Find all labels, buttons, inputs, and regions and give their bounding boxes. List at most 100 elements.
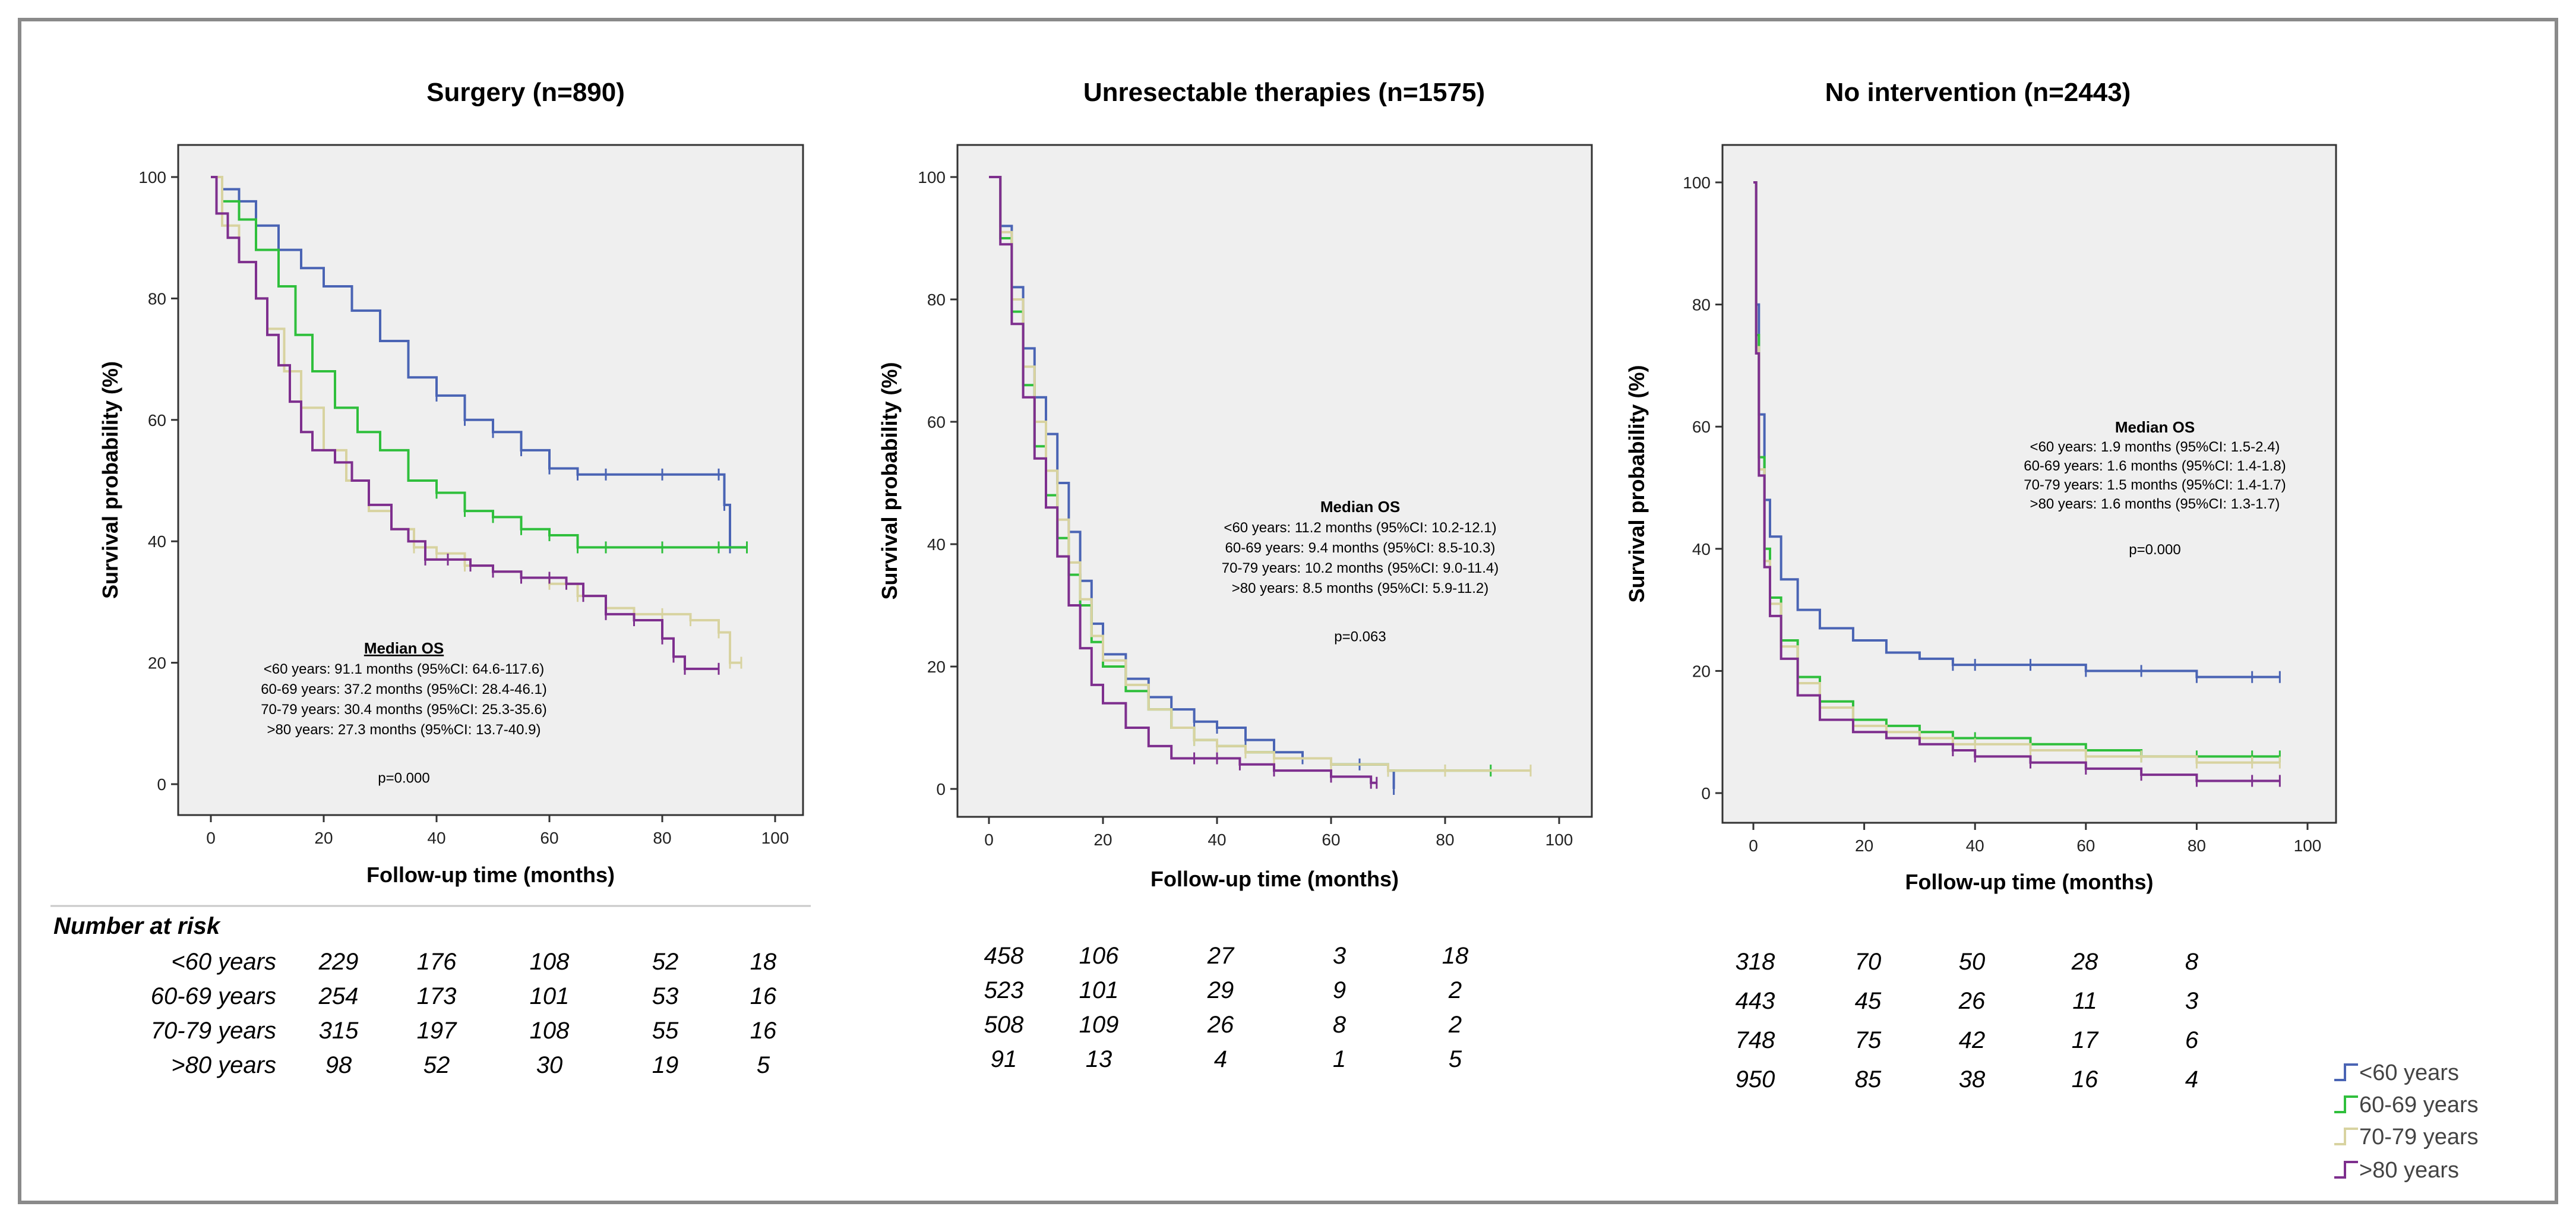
risk-value: 75 — [1855, 1027, 1882, 1053]
survival-curve-line — [989, 176, 1377, 784]
y-tick-label: 100 — [1683, 173, 1711, 192]
y-tick-label: 40 — [927, 535, 946, 554]
x-tick-label: 80 — [1436, 831, 1454, 849]
risk-value: 55 — [652, 1018, 679, 1044]
legend-label-4: >80 years — [2359, 1158, 2459, 1183]
x-axis-label: Follow-up time (months) — [1150, 867, 1399, 891]
risk-value: 18 — [750, 949, 777, 975]
chart-title: No intervention (n=2443) — [1825, 78, 2131, 107]
x-tick-label: 60 — [1322, 831, 1340, 849]
median-os-line: 70-79 years: 1.5 months (95%CI: 1.4-1.7) — [2024, 477, 2286, 493]
x-tick-label: 20 — [1093, 831, 1112, 849]
plot-area — [956, 144, 1593, 818]
y-tick-label: 20 — [1692, 662, 1711, 680]
risk-value: 3 — [2185, 988, 2198, 1014]
risk-value: 3 — [1333, 943, 1346, 969]
risk-value: 8 — [1333, 1012, 1347, 1038]
risk-value: 19 — [652, 1052, 679, 1078]
risk-value: 1 — [1333, 1046, 1346, 1072]
y-tick-label: 20 — [927, 658, 946, 676]
risk-value: 16 — [750, 1018, 777, 1044]
p-value: p=0.063 — [1334, 629, 1386, 645]
x-tick-label: 100 — [2294, 836, 2322, 855]
risk-value: 42 — [1959, 1027, 1986, 1053]
p-value: p=0.000 — [378, 771, 429, 787]
median-os-line: <60 years: 1.9 months (95%CI: 1.5-2.4) — [2030, 439, 2280, 455]
y-axis-label: Survival probability (%) — [98, 361, 122, 599]
risk-value: 5 — [1449, 1046, 1462, 1072]
risk-value: 173 — [417, 983, 457, 1009]
series-70-79 years — [989, 176, 1532, 777]
y-tick-label: 0 — [1701, 784, 1711, 803]
risk-value: 4 — [1214, 1046, 1227, 1072]
risk-value: 458 — [984, 943, 1024, 969]
legend-label-2: 60-69 years — [2359, 1092, 2479, 1117]
risk-value: 52 — [652, 949, 679, 975]
risk-value: 109 — [1079, 1012, 1119, 1038]
y-tick-label: 40 — [1692, 540, 1711, 558]
risk-value: 27 — [1207, 943, 1235, 969]
x-tick-label: 100 — [1545, 831, 1573, 849]
x-tick-label: 0 — [984, 831, 994, 849]
risk-value: 318 — [1736, 949, 1775, 975]
risk-table-panel-3: 318 70 50 28 8 443 45 26 11 3 748 75 42 17 6 950 85 38 16 4 — [1736, 949, 2199, 1092]
x-tick-label: 20 — [314, 829, 333, 847]
chart-panel-1: Surgery (n=890) Survival probability (%) F… — [98, 78, 804, 1078]
risk-value: 53 — [652, 983, 679, 1009]
y-tick-label: 60 — [1692, 418, 1711, 436]
chart-title: Surgery (n=890) — [426, 78, 625, 107]
risk-table-panel-2: 458 106 27 3 18 523 101 29 9 2 508 109 26 8 2 91 13 4 1 5 — [984, 943, 1469, 1072]
risk-group-label: <60 years — [171, 949, 276, 975]
y-tick-label: 20 — [148, 654, 166, 672]
x-tick-label: 0 — [1749, 836, 1758, 855]
x-axis-label: Follow-up time (months) — [1905, 870, 2154, 894]
survival-curve-line — [211, 176, 719, 670]
y-tick-label: 40 — [148, 532, 166, 551]
risk-value: 26 — [1207, 1012, 1234, 1038]
median-os-heading: Median OS — [2115, 418, 2195, 436]
y-axis-label: Survival probability (%) — [1624, 365, 1649, 602]
risk-value: 5 — [757, 1052, 770, 1078]
median-os-line: 60-69 years: 37.2 months (95%CI: 28.4-46… — [261, 681, 547, 697]
plot-area — [1721, 144, 2337, 824]
series->80 years — [989, 176, 1378, 789]
chart-panel-2: Unresectable therapies (n=1575) Survival … — [877, 78, 1593, 1072]
risk-value: 11 — [2072, 988, 2097, 1014]
risk-value: 101 — [1079, 977, 1119, 1003]
risk-value: 106 — [1079, 943, 1119, 969]
risk-value: 26 — [1958, 988, 1986, 1014]
legend-swatch-3 — [2334, 1128, 2358, 1145]
risk-value: 6 — [2185, 1027, 2199, 1053]
median-os-line: 60-69 years: 1.6 months (95%CI: 1.4-1.8) — [2024, 458, 2286, 474]
risk-value: 108 — [530, 1018, 570, 1044]
y-tick-label: 0 — [936, 780, 946, 798]
risk-value: 523 — [984, 977, 1024, 1003]
risk-value: 176 — [417, 949, 457, 975]
risk-value: 91 — [991, 1046, 1017, 1072]
risk-value: 950 — [1736, 1066, 1775, 1092]
series->80 years — [211, 176, 720, 675]
risk-value: 2 — [1448, 1012, 1462, 1038]
risk-value: 197 — [417, 1018, 457, 1044]
x-tick-label: 60 — [2076, 836, 2095, 855]
median-os-line: <60 years: 11.2 months (95%CI: 10.2-12.1… — [1224, 520, 1496, 536]
risk-value: 508 — [984, 1012, 1024, 1038]
legend-label-1: <60 years — [2359, 1060, 2459, 1085]
plot-area — [177, 144, 804, 816]
risk-value: 52 — [423, 1052, 450, 1078]
risk-value: 4 — [2185, 1066, 2198, 1092]
risk-value: 8 — [2185, 949, 2199, 975]
risk-header: Number at risk — [53, 913, 221, 939]
median-os-line: >80 years: 8.5 months (95%CI: 5.9-11.2) — [1232, 580, 1488, 596]
risk-value: 229 — [318, 949, 359, 975]
figure-frame — [18, 18, 2558, 1204]
risk-group-label: 70-79 years — [151, 1018, 276, 1044]
median-os-line: <60 years: 91.1 months (95%CI: 64.6-117.… — [264, 661, 545, 677]
chart-title: Unresectable therapies (n=1575) — [1083, 78, 1485, 107]
x-tick-label: 60 — [540, 829, 558, 847]
x-tick-label: 20 — [1855, 836, 1873, 855]
median-os-heading: Median OS — [1320, 498, 1400, 516]
survival-curve-line — [1753, 181, 2280, 782]
risk-value: 18 — [1442, 943, 1469, 969]
